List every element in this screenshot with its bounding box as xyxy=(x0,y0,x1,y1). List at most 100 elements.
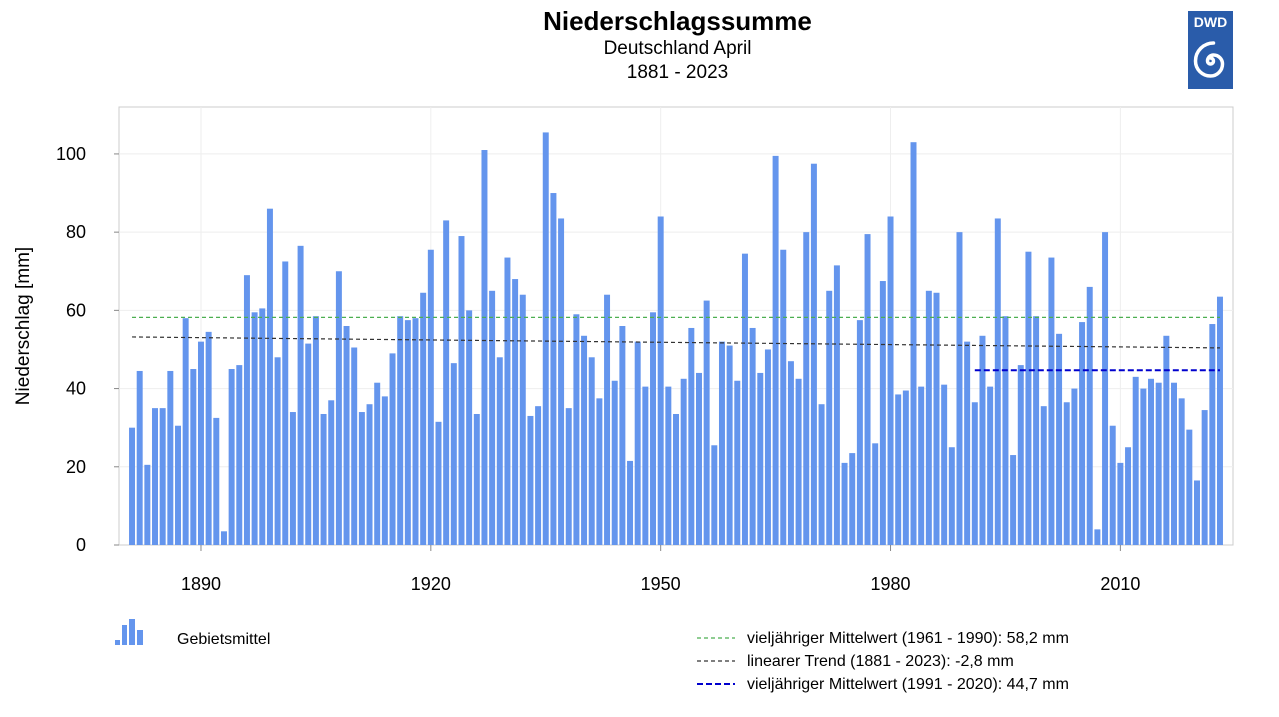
bar xyxy=(519,294,526,545)
bar xyxy=(833,265,840,545)
bar xyxy=(864,234,871,545)
bar xyxy=(167,370,174,545)
bar xyxy=(749,327,756,545)
bar xyxy=(634,341,641,545)
bar xyxy=(473,413,480,545)
bar xyxy=(573,314,580,545)
bar xyxy=(665,386,672,545)
bar xyxy=(933,292,940,545)
bar xyxy=(512,279,519,545)
bar xyxy=(818,404,825,545)
legend-mean-1961-1990-label: vieljähriger Mittelwert (1961 - 1990): 5… xyxy=(747,630,1069,647)
bar xyxy=(335,271,342,545)
y-tick-label: 0 xyxy=(76,535,86,555)
bar xyxy=(826,290,833,545)
bar xyxy=(1155,382,1162,545)
trend-line xyxy=(132,336,1220,349)
bar xyxy=(925,290,932,545)
bar xyxy=(152,408,158,546)
bar xyxy=(726,345,733,545)
bar xyxy=(780,249,787,546)
bar xyxy=(136,370,143,545)
bar xyxy=(251,312,258,545)
bar xyxy=(175,425,181,545)
bar xyxy=(1079,322,1086,545)
bar xyxy=(527,415,534,545)
bar xyxy=(910,142,917,545)
bar xyxy=(266,208,273,545)
bar xyxy=(971,402,978,545)
bar xyxy=(987,386,994,545)
bar xyxy=(496,357,503,545)
bar xyxy=(243,275,250,545)
bar xyxy=(764,349,771,545)
bar xyxy=(328,400,335,545)
bar xyxy=(772,155,779,545)
bar xyxy=(1194,480,1200,545)
bar xyxy=(404,320,411,545)
bar xyxy=(994,218,1001,545)
bar xyxy=(1017,365,1024,545)
bar xyxy=(190,369,197,545)
bar xyxy=(803,232,810,545)
bar xyxy=(1163,335,1170,545)
legend-bars-icon xyxy=(115,619,143,645)
bar xyxy=(642,386,649,545)
reference-lines xyxy=(132,316,1220,372)
bar xyxy=(1086,286,1093,545)
bar xyxy=(795,378,802,545)
bar xyxy=(389,353,396,546)
x-tick-label: 2010 xyxy=(1100,574,1140,594)
x-tick-label: 1890 xyxy=(181,574,221,594)
bar xyxy=(305,343,312,545)
bar xyxy=(619,326,626,545)
bar xyxy=(481,150,488,545)
bar xyxy=(872,443,879,545)
bar xyxy=(489,290,496,545)
x-tick-label: 1950 xyxy=(641,574,681,594)
bar xyxy=(588,357,595,545)
bar xyxy=(604,294,611,545)
bar xyxy=(979,335,986,545)
bar xyxy=(220,531,227,545)
bar xyxy=(397,316,404,545)
bar xyxy=(312,316,319,545)
legend-bars-label: Gebietsmittel xyxy=(177,631,271,648)
bar xyxy=(964,341,971,545)
bar xyxy=(1025,251,1032,545)
bar xyxy=(1125,447,1132,545)
bar xyxy=(274,357,281,545)
bar xyxy=(1056,333,1063,545)
chart-period: 1881 - 2023 xyxy=(626,62,729,83)
bar xyxy=(1002,316,1009,545)
bar xyxy=(787,361,794,545)
bar xyxy=(918,386,925,545)
bar xyxy=(1102,232,1109,545)
bar xyxy=(856,320,863,545)
bar xyxy=(205,331,212,545)
bar xyxy=(1186,429,1193,545)
bar xyxy=(841,462,848,546)
bar xyxy=(596,398,603,545)
bar xyxy=(282,261,289,545)
bar xyxy=(443,220,450,545)
bar xyxy=(450,363,457,545)
bar xyxy=(657,216,664,545)
x-tick-label: 1920 xyxy=(411,574,451,594)
bar xyxy=(1178,398,1185,545)
bar xyxy=(297,245,304,545)
bar xyxy=(1040,406,1047,545)
y-tick-label: 20 xyxy=(66,457,86,477)
bar xyxy=(435,421,442,545)
bar xyxy=(1201,410,1208,545)
y-tick-label: 80 xyxy=(66,222,86,242)
bar xyxy=(420,292,427,545)
bar xyxy=(948,447,955,545)
bar xyxy=(466,310,473,545)
bar xyxy=(535,406,542,545)
bar xyxy=(458,236,465,546)
bars xyxy=(129,132,1223,546)
bar xyxy=(236,365,243,545)
bar xyxy=(213,417,220,545)
bar xyxy=(1094,529,1101,545)
